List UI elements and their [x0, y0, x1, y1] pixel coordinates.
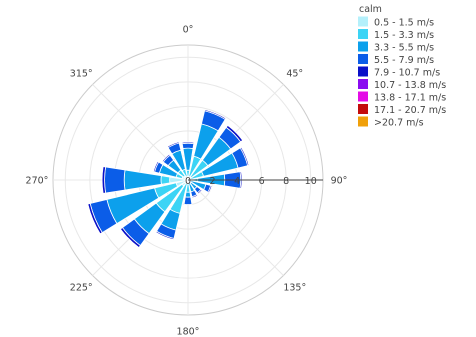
wind-bar-segment: [152, 160, 160, 173]
legend-swatch: [358, 66, 368, 77]
angular-tick-label: 135°: [283, 282, 306, 293]
angular-tick-label: 0°: [183, 25, 194, 36]
wind-bar-segment: [196, 188, 203, 195]
angular-tick-label: 90°: [331, 176, 348, 187]
legend-title: calm: [359, 4, 382, 15]
wind-bar-segment: [239, 146, 250, 167]
angular-gridline: [187, 179, 284, 276]
legend-label: 7.9 - 10.7 m/s: [374, 68, 440, 79]
legend-label: 5.5 - 7.9 m/s: [374, 55, 434, 66]
wind-bar-segment: [86, 203, 101, 236]
wind-bar-segment: [184, 191, 192, 198]
wind-bar-segment: [101, 166, 107, 194]
wind-bar-segment: [207, 184, 213, 194]
wind-bar-segment: [191, 194, 199, 199]
legend-label: >20.7 m/s: [374, 118, 424, 129]
wind-bar-segment: [123, 169, 162, 191]
radial-tick-label: 0: [185, 176, 191, 187]
legend-swatch: [358, 116, 368, 127]
angular-tick-label: 225°: [70, 282, 93, 293]
legend-swatch: [358, 54, 368, 64]
legend-swatch: [358, 41, 368, 52]
angular-tick-label: 180°: [177, 327, 200, 337]
wind-bar-segment: [183, 196, 193, 205]
legend-label: 1.5 - 3.3 m/s: [374, 30, 434, 41]
legend-swatch: [358, 79, 368, 89]
radial-tick-label: 4: [234, 176, 240, 187]
legend-label: 17.1 - 20.7 m/s: [374, 105, 446, 116]
wind-bar-segment: [104, 166, 126, 194]
wind-bar-segment: [225, 124, 244, 143]
wind-bars: [86, 109, 250, 249]
wind-bar-segment: [119, 227, 141, 249]
wind-bar-segment: [166, 141, 180, 149]
polar-axes: 0 2 4 6 8 10 0° 45° 90° 135° 180° 225° 270° 315°: [26, 25, 348, 337]
radial-tick-label: 10: [305, 176, 317, 187]
radial-tick-label: 8: [283, 176, 289, 187]
radial-tick-label: 2: [210, 176, 216, 187]
legend-label: 10.7 - 13.8 m/s: [374, 80, 446, 91]
legend: calm 0.5 - 1.5 m/s1.5 - 3.3 m/s 3.3 - 5.5 …: [358, 4, 446, 129]
legend-label: 3.3 - 5.5 m/s: [374, 43, 434, 54]
wind-bar-segment: [204, 109, 227, 120]
wind-bar-segment: [181, 141, 195, 145]
wind-bar-segment: [161, 153, 171, 163]
wind-bar-segment: [181, 142, 195, 149]
legend-swatch: [358, 16, 368, 27]
wind-bar-segment: [155, 230, 175, 241]
radial-tick-label: 6: [259, 176, 265, 187]
legend-swatch: [358, 29, 368, 39]
angular-tick-label: 315°: [70, 69, 93, 80]
angular-tick-label: 270°: [26, 176, 49, 187]
legend-label: 0.5 - 1.5 m/s: [374, 18, 434, 29]
legend-swatch: [358, 104, 368, 114]
angular-tick-label: 45°: [286, 69, 303, 80]
legend-swatch: [358, 91, 368, 102]
legend-label: 13.8 - 17.1 m/s: [374, 93, 446, 104]
wind-bar-segment: [160, 175, 171, 185]
